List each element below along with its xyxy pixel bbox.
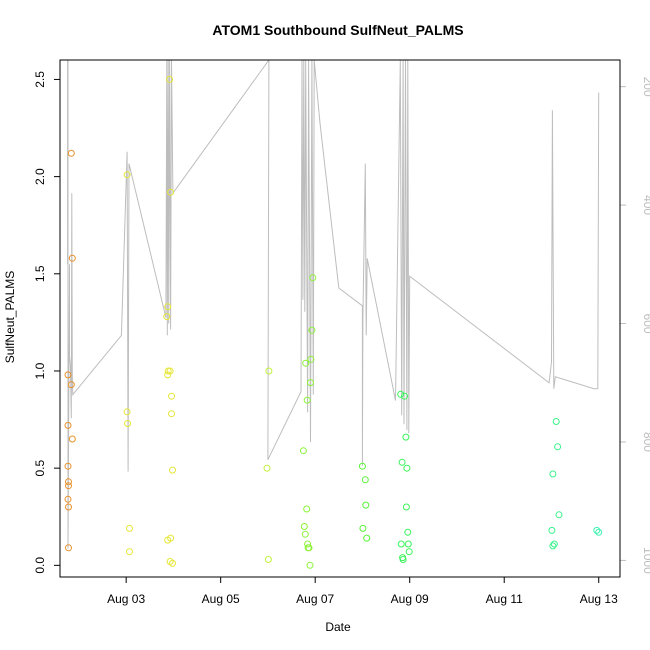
data-point bbox=[303, 505, 311, 513]
data-point bbox=[67, 381, 75, 389]
data-point bbox=[397, 540, 405, 548]
data-point bbox=[402, 503, 410, 511]
data-point bbox=[303, 396, 311, 404]
data-point bbox=[404, 528, 412, 536]
data-point bbox=[65, 503, 72, 511]
data-point bbox=[299, 447, 307, 455]
data-point bbox=[167, 188, 175, 196]
y-tick-label: 2.5 bbox=[33, 71, 47, 88]
data-point bbox=[264, 556, 272, 563]
data-point bbox=[265, 367, 273, 375]
data-point bbox=[124, 420, 132, 427]
data-point bbox=[126, 548, 133, 556]
data-point bbox=[64, 421, 72, 429]
data-point bbox=[549, 542, 557, 550]
data-point bbox=[168, 392, 175, 400]
data-point bbox=[399, 556, 407, 563]
chart-title: ATOM1 Southbound SulfNeut_PALMS bbox=[212, 22, 463, 38]
y-tick-label: 0.0 bbox=[33, 557, 47, 574]
x-tick-label: Aug 05 bbox=[202, 592, 240, 606]
data-point bbox=[164, 303, 172, 311]
x-tick-label: Aug 07 bbox=[296, 592, 334, 606]
data-point bbox=[397, 390, 405, 398]
x-tick-label: Aug 09 bbox=[391, 592, 429, 606]
data-point bbox=[363, 534, 371, 542]
data-point bbox=[552, 418, 560, 425]
y-tick-label: 2.0 bbox=[33, 168, 47, 185]
data-point bbox=[169, 559, 176, 567]
data-point bbox=[595, 528, 603, 536]
data-point bbox=[404, 540, 412, 548]
data-point bbox=[123, 171, 131, 179]
data-point bbox=[358, 462, 366, 470]
data-point bbox=[163, 313, 171, 321]
plot-frame bbox=[59, 59, 621, 578]
data-point bbox=[549, 470, 557, 478]
data-point bbox=[126, 524, 133, 532]
x-tick-label: Aug 13 bbox=[580, 592, 618, 606]
data-point bbox=[308, 326, 316, 334]
data-point bbox=[166, 75, 174, 83]
data-point bbox=[169, 466, 176, 474]
data-point bbox=[68, 254, 76, 262]
data-point bbox=[307, 379, 314, 387]
data-point bbox=[64, 495, 72, 503]
data-point bbox=[64, 371, 72, 379]
data-point bbox=[403, 464, 411, 472]
data-point bbox=[359, 524, 367, 532]
data-point bbox=[398, 458, 406, 466]
data-point bbox=[301, 530, 309, 538]
data-point bbox=[166, 367, 174, 375]
altitude-trace-line bbox=[67, 60, 600, 549]
x-tick-label: Aug 03 bbox=[107, 592, 145, 606]
data-point bbox=[361, 476, 369, 484]
data-point bbox=[263, 464, 271, 472]
data-point bbox=[123, 408, 131, 416]
right-tick-label: 400 bbox=[641, 195, 650, 215]
data-point bbox=[300, 523, 308, 530]
right-tick-label: 800 bbox=[641, 432, 650, 452]
data-point bbox=[68, 435, 76, 443]
data-point bbox=[309, 274, 317, 282]
data-point bbox=[555, 511, 563, 519]
data-point bbox=[307, 355, 315, 363]
data-point bbox=[362, 501, 370, 509]
data-point bbox=[164, 367, 172, 375]
data-point bbox=[405, 548, 413, 556]
data-point bbox=[401, 392, 408, 400]
right-tick-label: 1000 bbox=[641, 547, 650, 574]
y-axis-label: SulfNeut_PALMS bbox=[3, 271, 17, 364]
y-tick-label: 1.0 bbox=[33, 362, 47, 379]
x-axis-label: Date bbox=[325, 620, 351, 634]
right-tick-label: 600 bbox=[641, 314, 650, 334]
data-point bbox=[550, 540, 558, 548]
data-point bbox=[167, 534, 175, 542]
x-tick-label: Aug 11 bbox=[486, 592, 523, 606]
data-point bbox=[64, 462, 72, 470]
data-point bbox=[65, 482, 72, 490]
data-point bbox=[65, 478, 72, 486]
data-point bbox=[554, 443, 562, 451]
data-point bbox=[305, 544, 313, 552]
data-point bbox=[65, 544, 72, 552]
y-tick-label: 0.5 bbox=[33, 459, 47, 476]
y-tick-label: 1.5 bbox=[33, 265, 47, 282]
data-point bbox=[306, 561, 314, 569]
right-tick-label: 200 bbox=[641, 77, 650, 97]
altitude-trace-layer bbox=[67, 60, 600, 549]
scatter-points-layer bbox=[64, 75, 603, 569]
data-point bbox=[593, 526, 601, 534]
data-point bbox=[168, 410, 175, 418]
data-point bbox=[548, 526, 556, 534]
data-point bbox=[67, 149, 75, 157]
data-point bbox=[402, 433, 410, 441]
data-point bbox=[302, 359, 310, 367]
data-point bbox=[304, 540, 312, 548]
